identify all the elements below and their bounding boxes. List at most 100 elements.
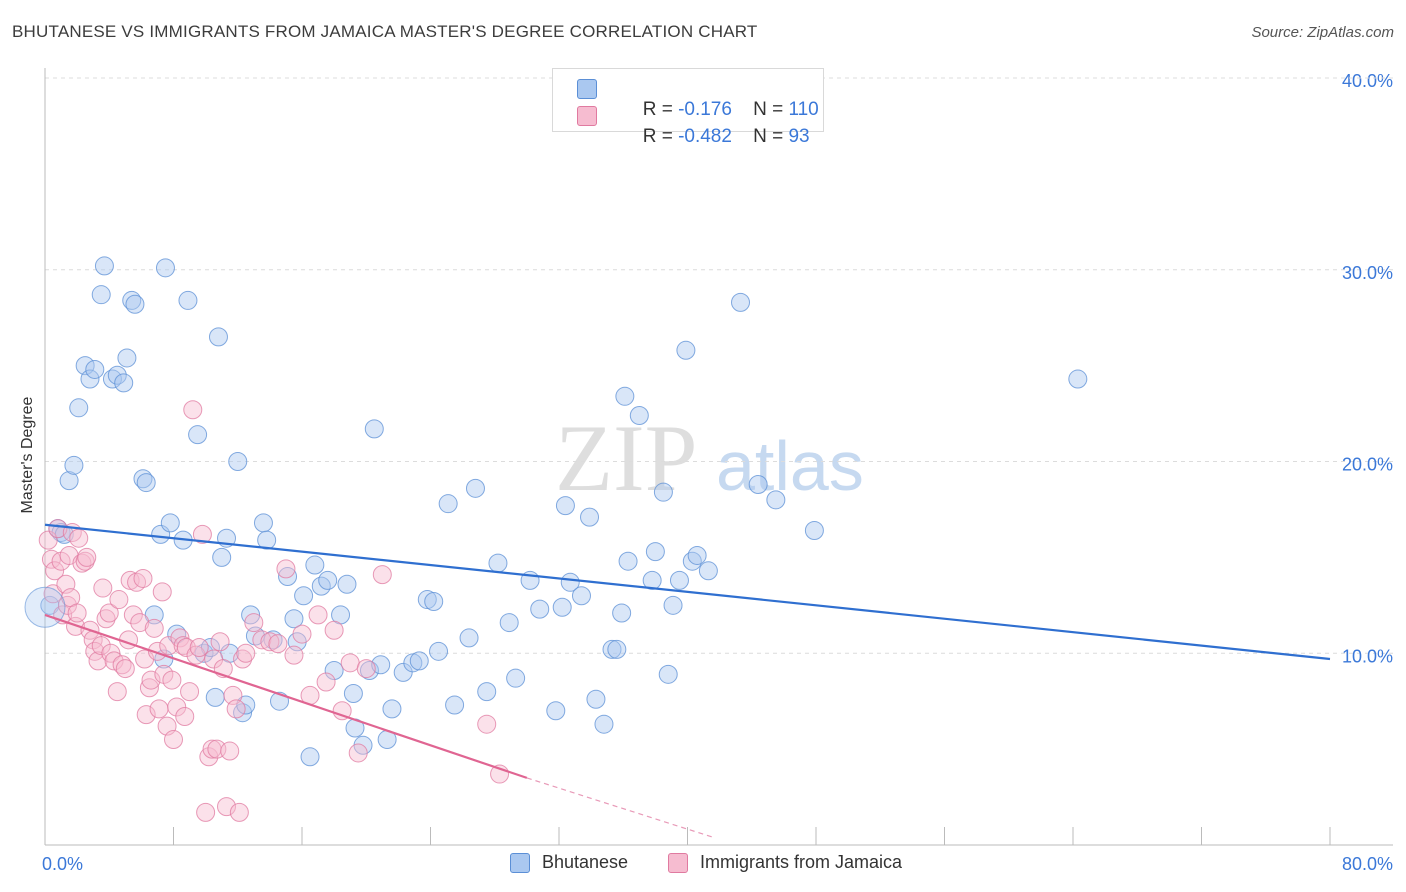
jamaica-point [144, 618, 164, 638]
bhutanese-point [676, 340, 696, 360]
bhutanese-point [155, 258, 175, 278]
bhutanese-point [305, 555, 325, 575]
bhutanese-point [364, 419, 384, 439]
jamaica-point [340, 653, 360, 673]
jamaica-point [136, 705, 156, 725]
legend-swatch-jamaica [577, 106, 597, 126]
bhutanese-point [324, 661, 344, 681]
jamaica-point [210, 632, 230, 652]
legend-r-label: R = [642, 99, 679, 120]
bhutanese-point [122, 290, 142, 310]
bhutanese-point [552, 597, 572, 617]
bottom-legend-swatch-jamaica [668, 853, 688, 873]
jamaica-point [226, 699, 246, 719]
jamaica-point [332, 701, 352, 721]
jamaica-point [123, 605, 143, 625]
bhutanese-point [253, 513, 273, 533]
jamaica-point [183, 400, 203, 420]
bhutanese-point [766, 490, 786, 510]
bhutanese-point [658, 664, 678, 684]
bhutanese-point [615, 386, 635, 406]
bhutanese-point [424, 591, 444, 611]
legend-n-label: N = [753, 99, 789, 120]
bhutanese-point [382, 699, 402, 719]
bhutanese-point [438, 494, 458, 514]
bhutanese-point [294, 586, 314, 606]
bhutanese-point [64, 455, 84, 475]
jamaica-point [99, 603, 119, 623]
bhutanese-point [488, 553, 508, 573]
bhutanese-point [477, 682, 497, 702]
jamaica-point [189, 637, 209, 657]
jamaica-point [252, 630, 272, 650]
jamaica-point [292, 624, 312, 644]
jamaica-point [57, 595, 77, 615]
jamaica-point [244, 613, 264, 633]
bhutanese-point [337, 574, 357, 594]
bhutanese-point [580, 507, 600, 527]
jamaica-point [324, 620, 344, 640]
bhutanese-point [205, 687, 225, 707]
x-tick-label-min: 0.0% [42, 854, 83, 874]
bhutanese-point [94, 256, 114, 276]
chart-title: BHUTANESE VS IMMIGRANTS FROM JAMAICA MAS… [12, 22, 758, 41]
jamaica-point [276, 559, 296, 579]
jamaica-point [91, 636, 111, 656]
bottom-legend-swatch-bhutanese [510, 853, 530, 873]
bhutanese-point [612, 603, 632, 623]
watermark-zip: ZIP [555, 405, 698, 511]
bhutanese-point [241, 605, 261, 625]
jamaica-point [477, 714, 497, 734]
jamaica-point [93, 578, 113, 598]
jamaica-point [316, 672, 336, 692]
bhutanese-point [445, 695, 465, 715]
bhutanese-point [278, 567, 298, 587]
jamaica-point [284, 645, 304, 665]
bhutanese-point [687, 545, 707, 565]
legend-r-label: R = [642, 126, 679, 147]
jamaica-point [167, 697, 187, 717]
bhutanese-point [318, 570, 338, 590]
jamaica-point [236, 643, 256, 663]
bhutanese-point [731, 292, 751, 312]
jamaica-trendline-extension [526, 777, 714, 838]
jamaica-point [77, 547, 97, 567]
bottom-legend-label: Bhutanese [542, 852, 629, 872]
bhutanese-point [160, 513, 180, 533]
bhutanese-point [257, 530, 277, 550]
bhutanese-point [642, 570, 662, 590]
legend-r-value: -0.176 [678, 99, 732, 120]
jamaica-point [141, 670, 161, 690]
jamaica-point [162, 670, 182, 690]
jamaica-point [107, 682, 127, 702]
jamaica-point [67, 603, 87, 623]
bhutanese-point [409, 651, 429, 671]
bhutanese-point [59, 471, 79, 491]
jamaica-point [175, 707, 195, 727]
bhutanese-point [212, 547, 232, 567]
jamaica-point [199, 747, 219, 767]
jamaica-point [268, 634, 288, 654]
bhutanese-point-large [24, 586, 66, 628]
bhutanese-point [114, 373, 134, 393]
bhutanese-point [546, 701, 566, 721]
legend-n-label: N = [753, 126, 789, 147]
bhutanese-point [343, 684, 363, 704]
jamaica-point [260, 632, 280, 652]
bhutanese-point [555, 496, 575, 516]
jamaica-point [170, 628, 190, 648]
bhutanese-point [417, 590, 437, 610]
bhutanese-point [208, 327, 228, 347]
bhutanese-point [459, 628, 479, 648]
bhutanese-point [586, 689, 606, 709]
bhutanese-point [178, 290, 198, 310]
bhutanese-point [371, 655, 391, 675]
bhutanese-point [663, 595, 683, 615]
jamaica-point [173, 636, 193, 656]
bhutanese-point [560, 572, 580, 592]
y-tick-label: 10.0% [1342, 646, 1393, 666]
jamaica-point [149, 699, 169, 719]
jamaica-point [204, 649, 224, 669]
bhutanese-point [167, 624, 187, 644]
bhutanese-point [804, 521, 824, 541]
